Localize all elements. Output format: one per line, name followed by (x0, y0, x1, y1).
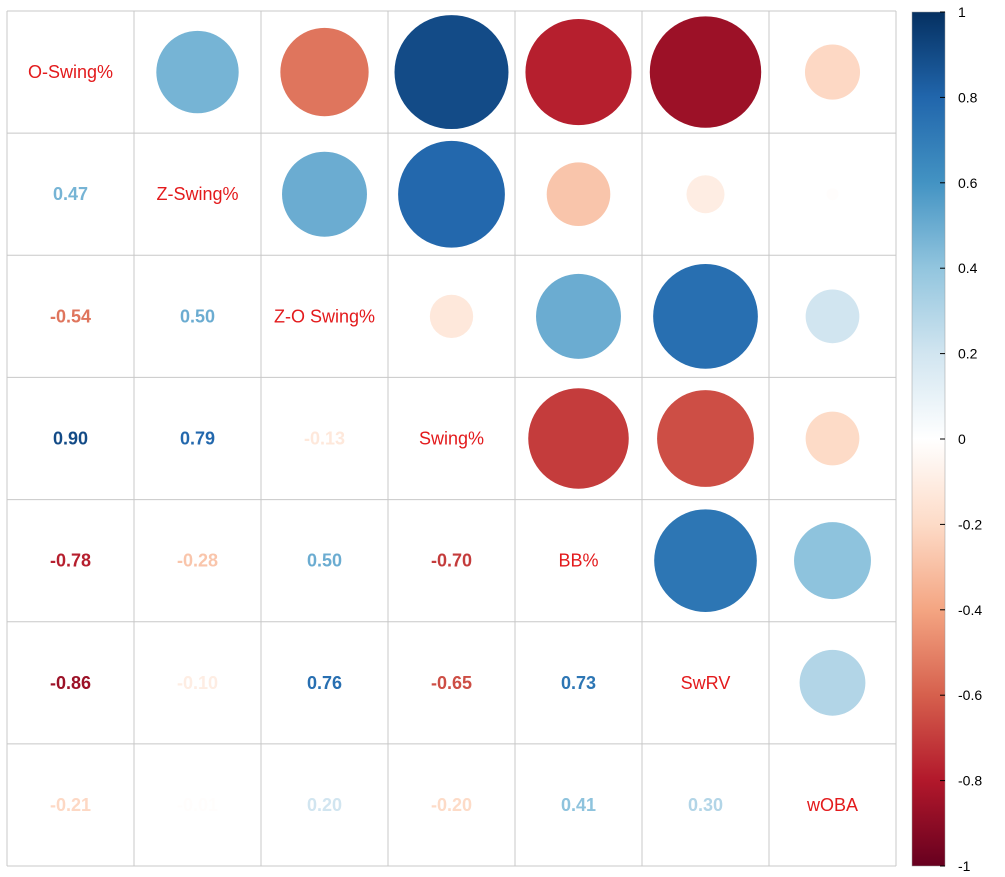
correlation-circle (398, 140, 505, 248)
correlation-circle (654, 509, 757, 612)
colorbar-tick-label: 0 (958, 431, 966, 447)
correlation-circle (546, 162, 611, 227)
correlation-circle (528, 388, 629, 489)
correlation-value: 0.79 (180, 429, 215, 449)
correlation-value: 0.50 (180, 306, 215, 326)
correlation-value: -0.10 (177, 673, 218, 693)
colorbar-tick-label: -0.6 (958, 687, 982, 703)
correlation-circle (794, 522, 871, 600)
correlation-value: 0.90 (53, 429, 88, 449)
correlation-value: -0.70 (431, 551, 472, 571)
colorbar-tick-label: 0.8 (958, 89, 978, 105)
correlation-value: 0.20 (307, 795, 342, 815)
correlation-circle (686, 175, 725, 214)
correlation-circle (282, 151, 367, 237)
correlation-circle (536, 273, 621, 359)
correlation-circle (653, 263, 758, 369)
correlation-value: 0.30 (688, 795, 723, 815)
colorbar-tick-label: -0.4 (958, 602, 982, 618)
variable-label: SwRV (681, 673, 731, 693)
colorbar-tick-label: -1 (958, 858, 971, 874)
correlation-value: 0.73 (561, 673, 596, 693)
variable-label: Z-O Swing% (274, 306, 375, 326)
correlation-value: 0.47 (53, 184, 88, 204)
variable-label: BB% (558, 551, 598, 571)
correlation-value: 0.76 (307, 673, 342, 693)
variable-label: Swing% (419, 429, 484, 449)
colorbar-tick-label: -0.2 (958, 516, 982, 532)
correlation-circle (657, 390, 754, 487)
matrix-grid (6, 10, 897, 867)
correlation-value: 0.41 (561, 795, 596, 815)
correlation-value: -0.01 (177, 795, 218, 815)
correlation-value: 0.50 (307, 551, 342, 571)
correlation-value: -0.78 (50, 551, 91, 571)
colorbar-gradient (911, 11, 946, 867)
colorbar: 1 0.8 0.6 0.4 0.2 0 -0.2 -0.4 -0.6 -0.8 -1 (911, 4, 982, 874)
correlation-value: -0.13 (304, 429, 345, 449)
correlation-circle (429, 294, 474, 339)
correlation-value: -0.65 (431, 673, 472, 693)
variable-label: O-Swing% (28, 62, 113, 82)
correlation-value: -0.21 (50, 795, 91, 815)
colorbar-tick-label: 0.6 (958, 175, 978, 191)
correlation-circle (826, 188, 839, 201)
matrix-cells: O-Swing% 0.47 Z-Swing% -0.54 0.50 Z-O Swing% 0… (28, 15, 871, 815)
correlation-value: -0.86 (50, 673, 91, 693)
correlation-circle (799, 649, 866, 716)
correlation-circle (525, 19, 632, 126)
correlation-value: -0.28 (177, 551, 218, 571)
correlation-circle (280, 27, 369, 117)
correlation-value: -0.54 (50, 306, 91, 326)
colorbar-tick-label: 0.2 (958, 346, 978, 362)
colorbar-tick-label: 0.4 (958, 260, 978, 276)
correlation-circle (805, 411, 860, 466)
correlation-circle (156, 30, 239, 114)
correlation-circle (649, 16, 762, 128)
correlation-circle (804, 44, 861, 100)
correlation-value: -0.20 (431, 795, 472, 815)
variable-label: Z-Swing% (156, 184, 238, 204)
correlation-circle (394, 15, 509, 130)
colorbar-tick-label: -0.8 (958, 773, 982, 789)
variable-label: wOBA (806, 795, 858, 815)
correlation-circle (805, 289, 860, 344)
colorbar-tick-label: 1 (958, 4, 966, 20)
